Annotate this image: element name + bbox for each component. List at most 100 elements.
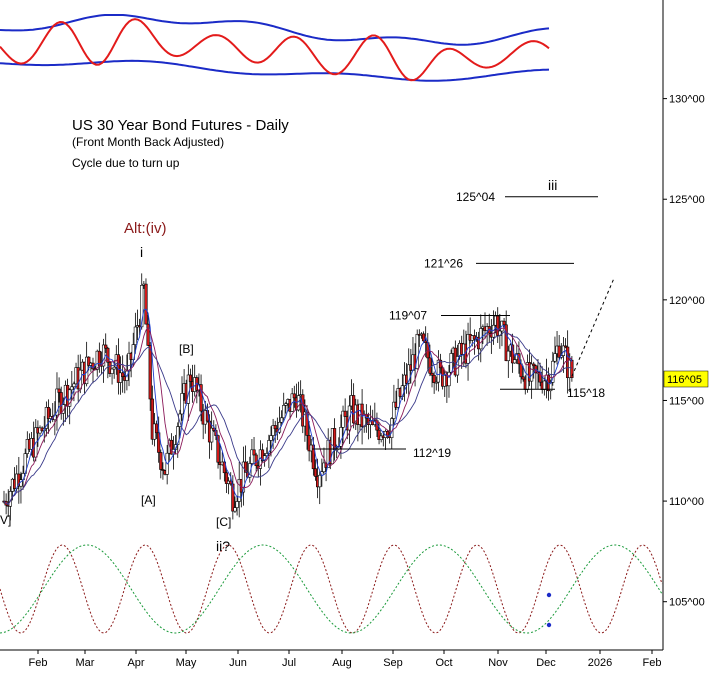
- candle-body: [121, 372, 125, 377]
- candle-body: [282, 405, 286, 419]
- candle-body: [504, 324, 508, 362]
- candle-body: [491, 324, 496, 338]
- candle-body: [313, 468, 318, 477]
- candle-body: [377, 429, 381, 440]
- x-axis-ticks: Feb Mar Apr May Jun Jul Aug Sep Oct Nov Dec 2026 Feb: [29, 650, 662, 669]
- candles-group: [2, 273, 574, 521]
- candle-body: [133, 326, 137, 345]
- candle-body: [292, 393, 296, 399]
- wave-label-A: [A]: [141, 493, 156, 507]
- candle-body: [110, 368, 114, 374]
- candle-body: [112, 366, 116, 370]
- y-tick-label: 125^00: [669, 194, 705, 206]
- y-tick-label: 115^00: [669, 395, 704, 407]
- candle-body: [216, 435, 220, 463]
- candle-body: [447, 371, 451, 387]
- levels-group: 125^04 121^26 119^07 115^18 112^19: [312, 190, 605, 460]
- candle-body: [243, 461, 248, 473]
- candle-body: [260, 449, 265, 462]
- cycle-green-line: [0, 544, 663, 634]
- candle-body: [161, 469, 165, 471]
- x-tick-label: Feb: [643, 657, 662, 669]
- wave-label-iii: iii: [548, 177, 557, 193]
- level-label: 121^26: [424, 256, 463, 270]
- candle-body: [70, 386, 74, 391]
- projection-line: [571, 277, 615, 377]
- candle-body: [188, 374, 193, 382]
- candle-body: [235, 501, 239, 508]
- candle-body: [396, 388, 400, 408]
- candle-body: [101, 344, 106, 367]
- candle-body: [341, 410, 345, 428]
- cycle-note: Cycle due to turn up: [72, 156, 180, 170]
- candle-body: [233, 507, 237, 512]
- level-label: 125^04: [456, 190, 495, 204]
- candle-body: [301, 394, 305, 427]
- candle-body: [108, 361, 112, 374]
- candle-body: [311, 444, 315, 470]
- candle-body: [241, 461, 246, 493]
- y-tick-label: 120^00: [669, 295, 705, 307]
- candle-body: [392, 401, 396, 419]
- candle-body: [513, 359, 517, 364]
- candle-body: [424, 340, 428, 343]
- level-label: 119^07: [389, 309, 427, 323]
- candle-body: [530, 363, 534, 382]
- candle-body: [407, 364, 411, 384]
- candle-body: [307, 435, 311, 452]
- ma-fast-line: [3, 308, 573, 505]
- wave-label-alt-iv: Alt:(iv): [124, 220, 167, 237]
- wave-label-B: [B]: [179, 342, 194, 356]
- candle-body: [428, 357, 432, 374]
- candle-body: [146, 323, 150, 346]
- wave-label-V: V]: [0, 513, 11, 527]
- candle-body: [250, 449, 254, 464]
- candle-body: [178, 413, 182, 427]
- candle-body: [159, 452, 163, 470]
- y-axis-ticks: 130^00 125^00 120^00 115^00 110^00 105^00: [663, 94, 705, 609]
- candle-body: [434, 381, 438, 384]
- candle-body: [269, 435, 273, 441]
- candle-body: [271, 425, 275, 436]
- x-tick-label: Jun: [229, 657, 247, 669]
- candle-body: [180, 393, 184, 415]
- cycle-red-line: [0, 544, 663, 634]
- candle-body: [199, 384, 203, 412]
- level-label: 115^18: [567, 386, 605, 400]
- candle-body: [150, 398, 154, 440]
- last-price-box: [663, 370, 709, 388]
- candle-body: [517, 353, 521, 365]
- candle-body: [273, 425, 277, 430]
- candle-body: [72, 383, 76, 388]
- candle-body: [551, 360, 555, 383]
- cycle-panel: [0, 544, 663, 634]
- candle-body: [519, 363, 523, 378]
- cycle-dot: [546, 592, 552, 598]
- chart-title: US 30 Year Bond Futures - Daily: [72, 117, 289, 134]
- wave-label-C: [C]: [216, 515, 231, 529]
- candle-body: [87, 356, 91, 366]
- candle-body: [318, 474, 322, 488]
- candle-body: [339, 427, 343, 447]
- candle-body: [131, 344, 135, 360]
- candle-body: [61, 404, 65, 414]
- x-tick-label: Apr: [127, 657, 144, 669]
- osc-line: [0, 18, 550, 82]
- candle-body: [296, 395, 301, 411]
- candle-body: [436, 359, 440, 383]
- candle-body: [502, 320, 506, 326]
- x-tick-label: Oct: [435, 657, 452, 669]
- candle-body: [267, 440, 271, 454]
- x-tick-label: Nov: [488, 657, 508, 669]
- chart-subtitle: (Front Month Back Adjusted): [72, 135, 224, 149]
- candle-body: [104, 344, 108, 349]
- y-tick-label: 110^00: [669, 496, 704, 508]
- candle-body: [68, 389, 72, 407]
- candle-body: [279, 417, 284, 423]
- candle-body: [55, 388, 59, 416]
- candle-body: [154, 423, 159, 434]
- x-tick-label: Dec: [536, 657, 556, 669]
- candle-body: [157, 432, 161, 453]
- candle-body: [248, 463, 252, 478]
